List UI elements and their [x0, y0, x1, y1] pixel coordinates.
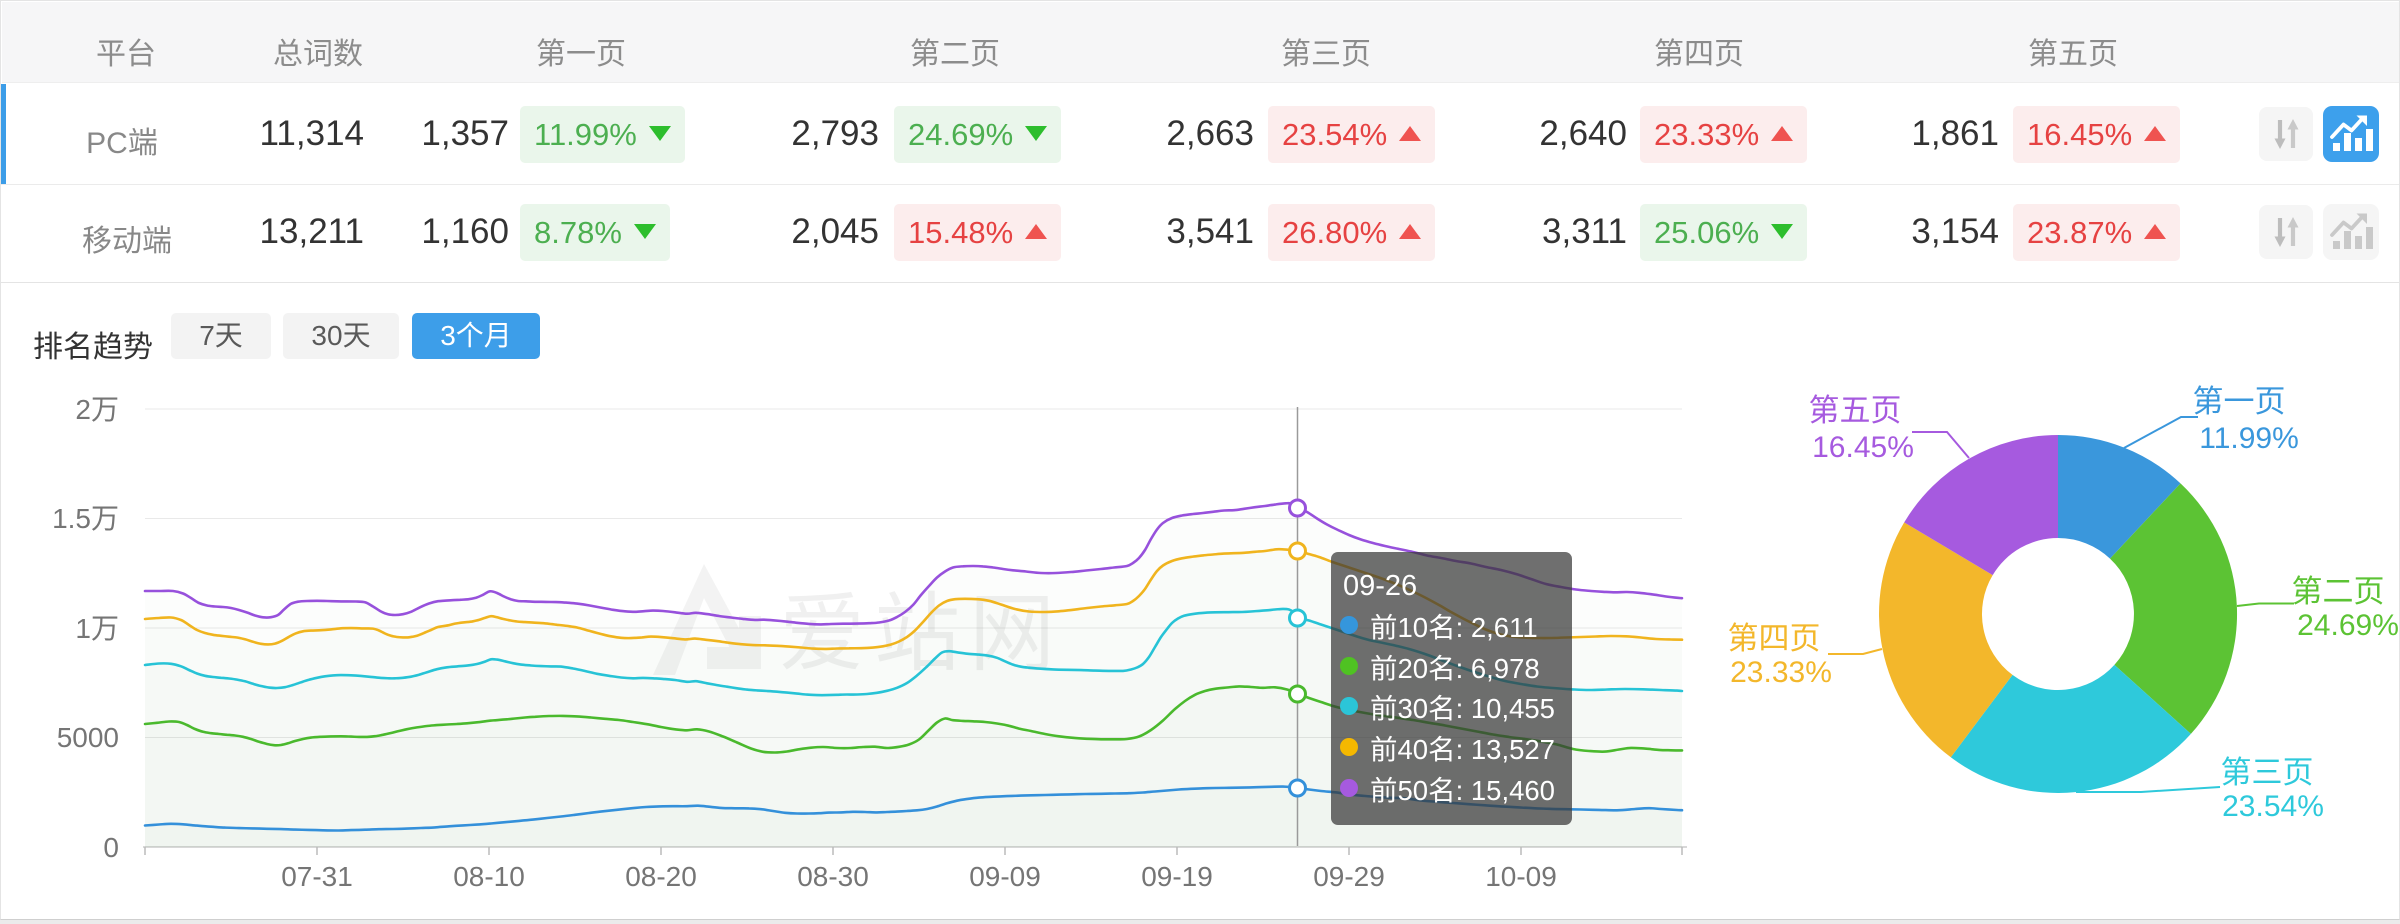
svg-text:09-09: 09-09 — [969, 861, 1041, 892]
svg-text:23.33%: 23.33% — [1730, 656, 1832, 689]
svg-text:第一页: 第一页 — [2193, 384, 2286, 419]
svg-text:1.5万: 1.5万 — [52, 503, 119, 534]
svg-text:第五页: 第五页 — [1809, 393, 1902, 428]
svg-text:第三页: 第三页 — [2221, 755, 2314, 790]
svg-text:11.99%: 11.99% — [2199, 422, 2299, 455]
svg-text:08-10: 08-10 — [453, 861, 525, 892]
svg-text:09-29: 09-29 — [1313, 861, 1385, 892]
svg-text:第四页: 第四页 — [1728, 621, 1821, 656]
svg-text:08-20: 08-20 — [625, 861, 697, 892]
svg-text:10-09: 10-09 — [1485, 861, 1557, 892]
svg-text:09-19: 09-19 — [1141, 861, 1213, 892]
svg-text:08-30: 08-30 — [797, 861, 869, 892]
svg-text:5000: 5000 — [57, 722, 119, 753]
svg-text:23.54%: 23.54% — [2222, 790, 2324, 823]
svg-text:第二页: 第二页 — [2292, 574, 2385, 609]
svg-text:1万: 1万 — [75, 613, 119, 644]
svg-text:07-31: 07-31 — [281, 861, 353, 892]
svg-text:16.45%: 16.45% — [1812, 431, 1914, 464]
svg-text:24.69%: 24.69% — [2297, 609, 2399, 642]
svg-text:2万: 2万 — [75, 394, 119, 425]
svg-text:0: 0 — [103, 832, 119, 863]
